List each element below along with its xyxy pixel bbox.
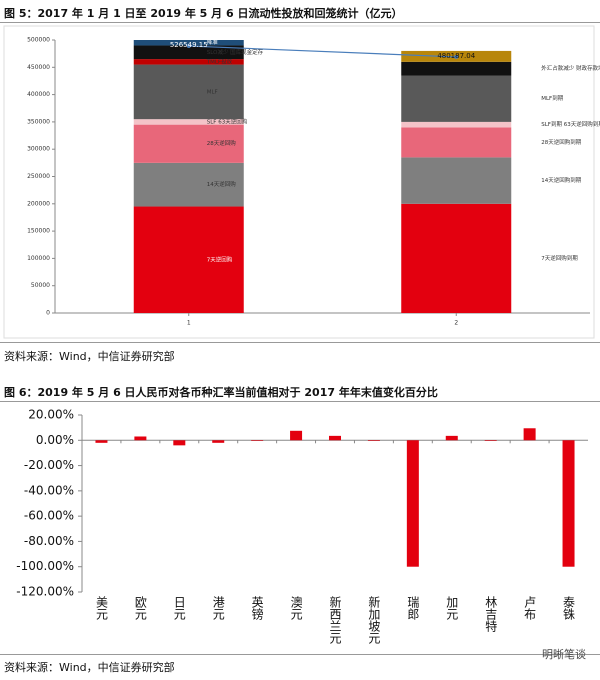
bar <box>562 440 575 567</box>
y-tick-label: -60.00% <box>24 509 74 523</box>
bar-segment <box>133 40 244 46</box>
bar <box>406 440 419 567</box>
figure-caption: 图 6：2019 年 5 月 6 日人民币对各币种汇率当前值相对于 2017 年… <box>4 386 438 399</box>
y-tick-label: 100000 <box>27 255 50 262</box>
bar-segment <box>401 203 512 313</box>
segment-label: 14天逆回购 <box>207 180 236 188</box>
y-tick-label: 250000 <box>27 173 50 180</box>
x-tick-label: 港元 <box>211 596 225 621</box>
total-line <box>188 45 457 58</box>
bar-segment <box>133 124 244 163</box>
y-tick-label: 0 <box>46 310 50 317</box>
chart: 0 50000 100000 150000 200000 250000 300000 3500… <box>3 25 600 339</box>
segment-label: 降准 <box>207 38 219 46</box>
bar <box>134 436 147 441</box>
total-label: 526549.15 <box>170 41 208 49</box>
segment-label: TMLF投放 <box>206 57 233 65</box>
bar <box>290 430 303 441</box>
source-note: 资料来源：Wind，中信证券研究部 <box>4 350 175 363</box>
x-tick-label: 新西兰元 <box>328 595 342 645</box>
bar-segment <box>133 206 244 313</box>
bar <box>445 435 458 441</box>
frame <box>3 25 595 339</box>
x-tick-label: 日元 <box>172 596 186 621</box>
y-tick-label: -100.00% <box>16 559 74 573</box>
total-label: 480187.04 <box>437 52 475 60</box>
segment-label: 外汇占款减少 财政存款增加 国库定存到期 <box>541 64 600 72</box>
watermark: 明晰笔谈 <box>542 648 586 661</box>
bar <box>484 440 497 441</box>
segment-label: MLF到期 <box>541 95 563 102</box>
y-tick-label: 20.00% <box>28 408 74 422</box>
bar-segment <box>133 162 244 207</box>
bar-segment <box>133 45 244 60</box>
rule <box>0 22 600 23</box>
bar-segment <box>133 119 244 125</box>
y-tick-label: 400000 <box>27 91 50 98</box>
y-tick-label: -20.00% <box>24 458 74 472</box>
segment-label: 14天逆回购到期 <box>541 176 581 184</box>
y-tick-label: 50000 <box>31 282 50 289</box>
y-tick-label: 350000 <box>27 118 50 125</box>
bar <box>212 440 225 443</box>
bar-segment <box>401 157 512 204</box>
bar <box>523 428 536 441</box>
x-tick-label: 2 <box>454 320 458 327</box>
chart: 20.00% 0.00% -20.00% -40.00% -60.00% -80.00% -… <box>16 408 588 645</box>
y-tick-label: -80.00% <box>24 534 74 548</box>
bar <box>95 440 108 443</box>
segment-label: 28天逆回购 <box>207 139 236 147</box>
total-point <box>454 54 459 59</box>
y-tick-label: 500000 <box>27 37 50 44</box>
bar-segment <box>401 75 512 122</box>
x-tick-label: 卢布 <box>523 595 537 621</box>
x-tick-label: 泰铢 <box>562 596 576 621</box>
segment-label: 28天逆回购到期 <box>541 138 581 146</box>
y-tick-label: 0.00% <box>36 433 74 447</box>
bar <box>367 440 380 441</box>
bar-segment <box>133 64 244 120</box>
segment-label: SLF到期 63天逆回购到期 <box>541 120 600 128</box>
bar-segment <box>133 59 244 65</box>
rule <box>0 342 600 343</box>
y-tick-label: 450000 <box>27 64 50 71</box>
x-tick-label: 加元 <box>445 596 459 621</box>
y-tick-label: 300000 <box>27 146 50 153</box>
x-tick-label: 新加坡元 <box>367 595 381 645</box>
segment-label: 7天逆回购 <box>207 255 233 263</box>
segment-label: SLO减少 国库现金定存 <box>207 48 264 56</box>
source-note: 资料来源：Wind，中信证券研究部 <box>4 661 175 674</box>
total-point <box>186 44 191 48</box>
bar-segment <box>401 121 512 128</box>
y-tick-label: 150000 <box>27 228 50 235</box>
y-tick-label: -40.00% <box>24 483 74 497</box>
bar-segment <box>401 61 512 76</box>
bar <box>329 435 341 441</box>
y-tick-label: 200000 <box>27 200 50 207</box>
bar <box>173 440 186 446</box>
x-tick-label: 美元 <box>94 596 108 621</box>
figure-caption: 图 5：2017 年 1 月 1 日至 2019 年 5 月 6 日流动性投放和… <box>4 7 403 20</box>
segment-label: MLF <box>207 89 218 95</box>
segment-label: 7天逆回购到期 <box>541 254 578 262</box>
x-tick-label: 澳元 <box>289 596 303 621</box>
bar-segment <box>401 127 512 158</box>
segment-label: SLF 63天逆回购 <box>207 117 248 125</box>
x-tick-label: 欧元 <box>133 596 147 621</box>
x-tick-label: 瑞郎 <box>406 596 420 620</box>
rule <box>0 654 600 655</box>
x-tick-label: 1 <box>187 320 191 327</box>
rule <box>0 401 600 402</box>
y-tick-label: -120.00% <box>16 585 74 599</box>
x-tick-label: 英镑 <box>250 596 264 621</box>
bar <box>251 440 264 441</box>
x-tick-label: 林吉特 <box>484 596 498 632</box>
